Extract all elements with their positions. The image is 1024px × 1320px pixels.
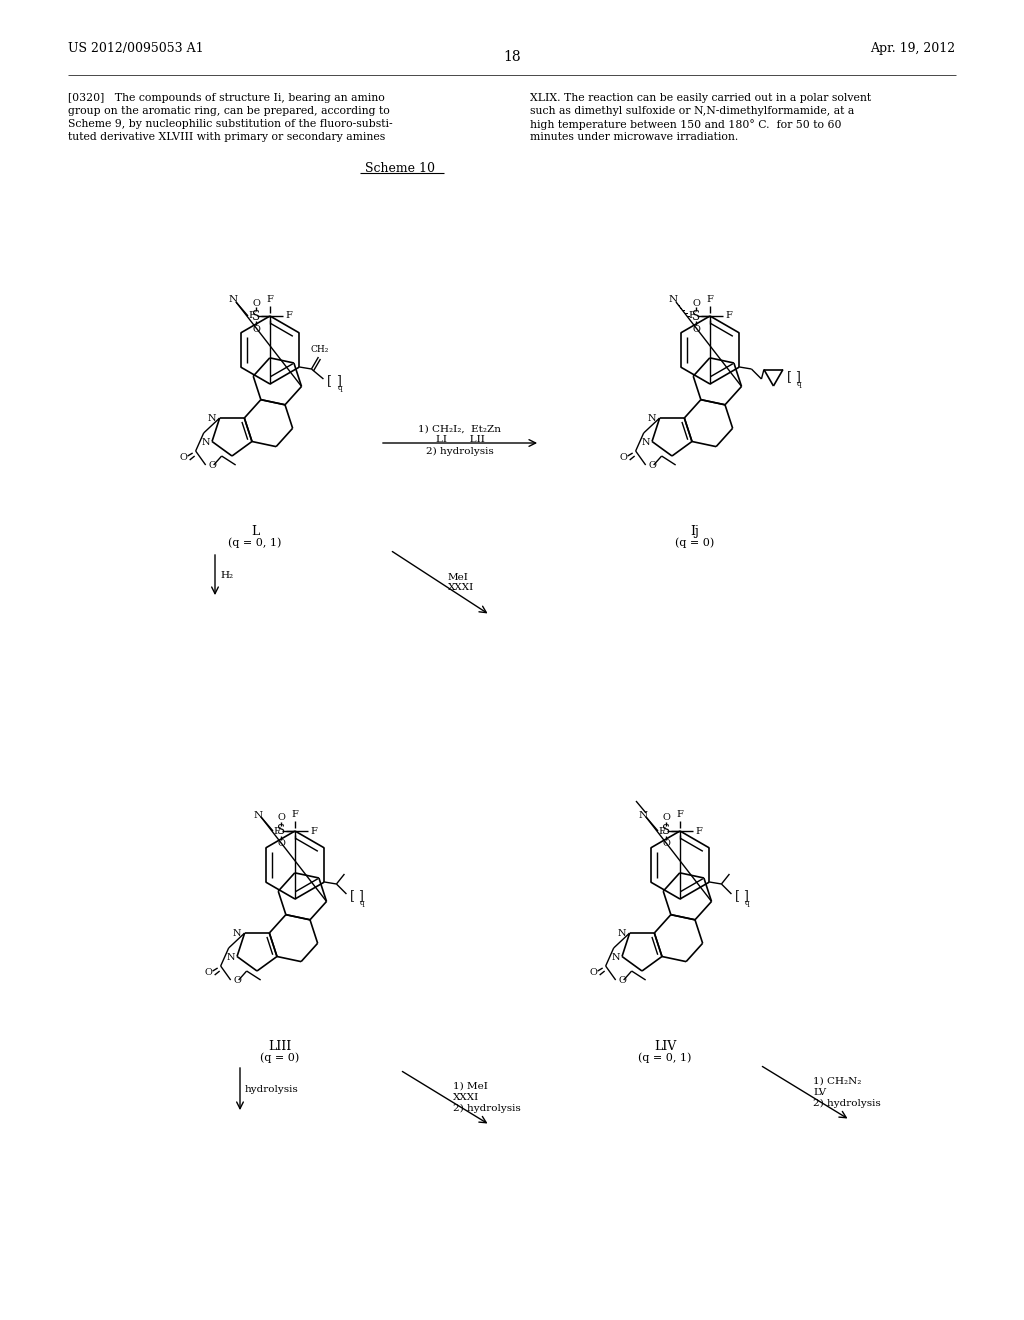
Text: [: [	[327, 375, 332, 388]
Text: ]: ]	[337, 375, 341, 388]
Text: N: N	[611, 953, 620, 962]
Text: H₂: H₂	[220, 570, 233, 579]
Text: S: S	[662, 825, 670, 837]
Text: 2) hydrolysis: 2) hydrolysis	[453, 1104, 521, 1113]
Text: N: N	[669, 296, 678, 305]
Text: O: O	[180, 453, 187, 462]
Text: such as dimethyl sulfoxide or N,N-dimethylformamide, at a: such as dimethyl sulfoxide or N,N-dimeth…	[530, 106, 854, 116]
Text: O: O	[618, 975, 627, 985]
Text: N: N	[207, 413, 216, 422]
Text: Apr. 19, 2012: Apr. 19, 2012	[870, 42, 955, 55]
Text: Scheme 9, by nucleophilic substitution of the fluoro-substi-: Scheme 9, by nucleophilic substitution o…	[68, 119, 392, 129]
Text: XXXI: XXXI	[453, 1093, 479, 1102]
Text: MeI: MeI	[449, 573, 469, 582]
Text: tuted derivative XLVIII with primary or secondary amines: tuted derivative XLVIII with primary or …	[68, 132, 385, 143]
Text: US 2012/0095053 A1: US 2012/0095053 A1	[68, 42, 204, 55]
Text: XXXI: XXXI	[449, 583, 474, 593]
Text: [: [	[786, 371, 792, 384]
Text: ]: ]	[358, 890, 364, 903]
Text: group on the aromatic ring, can be prepared, according to: group on the aromatic ring, can be prepa…	[68, 106, 390, 116]
Text: (q = 0): (q = 0)	[676, 537, 715, 548]
Text: F: F	[273, 826, 280, 836]
Text: ]: ]	[743, 890, 749, 903]
Text: L: L	[251, 525, 259, 539]
Text: O: O	[663, 840, 670, 849]
Text: LV: LV	[813, 1088, 826, 1097]
Text: O: O	[233, 975, 242, 985]
Text: CH₂: CH₂	[310, 345, 329, 354]
Text: LI       LII: LI LII	[435, 436, 484, 445]
Text: [: [	[349, 890, 354, 903]
Text: O: O	[278, 813, 285, 822]
Text: 18: 18	[503, 50, 521, 63]
Text: O: O	[252, 325, 260, 334]
Text: O: O	[663, 813, 670, 822]
Text: O: O	[648, 461, 656, 470]
Text: F: F	[285, 312, 292, 321]
Text: (q = 0, 1): (q = 0, 1)	[638, 1052, 691, 1063]
Text: high temperature between 150 and 180° C.  for 50 to 60: high temperature between 150 and 180° C.…	[530, 119, 842, 129]
Text: F: F	[695, 826, 701, 836]
Text: O: O	[692, 325, 700, 334]
Text: 1) CH₂I₂,  Et₂Zn: 1) CH₂I₂, Et₂Zn	[419, 425, 502, 433]
Text: XLIX. The reaction can be easily carried out in a polar solvent: XLIX. The reaction can be easily carried…	[530, 92, 871, 103]
Text: [: [	[734, 890, 739, 903]
Text: O: O	[278, 840, 285, 849]
Text: q: q	[744, 899, 750, 907]
Text: (q = 0, 1): (q = 0, 1)	[228, 537, 282, 548]
Text: 2) hydrolysis: 2) hydrolysis	[813, 1100, 881, 1107]
Text: S: S	[692, 309, 700, 322]
Text: 2) hydrolysis: 2) hydrolysis	[426, 446, 494, 455]
Text: N: N	[253, 810, 262, 820]
Text: Ij: Ij	[690, 525, 699, 539]
Text: LIII: LIII	[268, 1040, 292, 1053]
Text: F: F	[658, 826, 665, 836]
Text: F: F	[310, 826, 316, 836]
Text: O: O	[209, 461, 216, 470]
Text: O: O	[590, 968, 598, 977]
Text: N: N	[641, 438, 650, 447]
Text: F: F	[292, 810, 298, 818]
Text: F: F	[688, 312, 695, 321]
Text: 1) CH₂N₂: 1) CH₂N₂	[813, 1077, 861, 1086]
Text: N: N	[228, 296, 238, 305]
Text: hydrolysis: hydrolysis	[245, 1085, 299, 1093]
Text: q: q	[338, 384, 342, 392]
Text: LIV: LIV	[654, 1040, 676, 1053]
Text: Scheme 10: Scheme 10	[365, 162, 435, 176]
Text: S: S	[276, 825, 285, 837]
Text: (q = 0): (q = 0)	[260, 1052, 300, 1063]
Text: N: N	[638, 810, 647, 820]
Text: F: F	[248, 312, 255, 321]
Text: O: O	[692, 298, 700, 308]
Text: F: F	[707, 294, 714, 304]
Text: S: S	[252, 309, 260, 322]
Text: O: O	[252, 298, 260, 308]
Text: F: F	[677, 810, 683, 818]
Text: ]: ]	[796, 371, 801, 384]
Text: minutes under microwave irradiation.: minutes under microwave irradiation.	[530, 132, 738, 143]
Text: N: N	[617, 928, 626, 937]
Text: O: O	[620, 453, 628, 462]
Text: [0320]   The compounds of structure Ii, bearing an amino: [0320] The compounds of structure Ii, be…	[68, 92, 385, 103]
Text: q: q	[797, 380, 802, 388]
Text: N: N	[226, 953, 236, 962]
Text: F: F	[725, 312, 732, 321]
Text: F: F	[266, 294, 273, 304]
Text: 1) MeI: 1) MeI	[453, 1082, 487, 1092]
Text: q: q	[359, 899, 365, 907]
Text: N: N	[647, 413, 655, 422]
Text: O: O	[205, 968, 213, 977]
Text: N: N	[232, 928, 241, 937]
Text: N: N	[202, 438, 210, 447]
